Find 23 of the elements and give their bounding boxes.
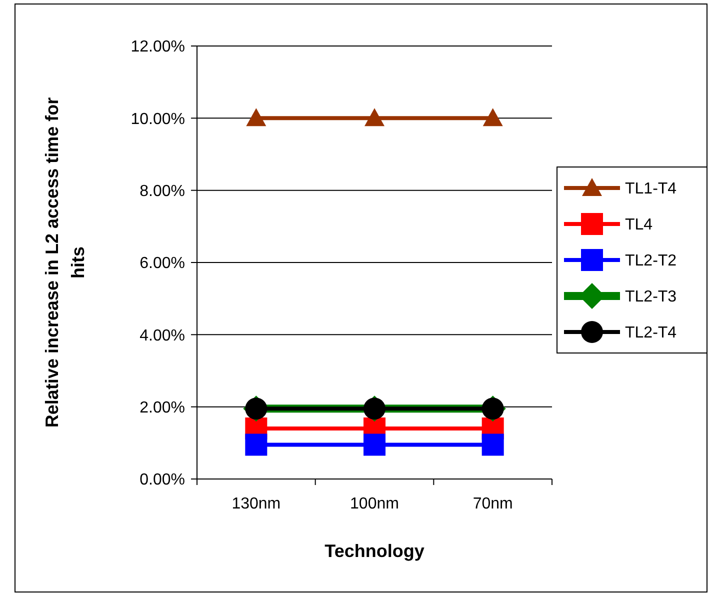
y-tick-label: 0.00% bbox=[140, 472, 185, 489]
point bbox=[364, 434, 386, 456]
x-tick-label: 130nm bbox=[232, 496, 281, 513]
y-tick-label: 6.00% bbox=[140, 255, 185, 272]
point bbox=[482, 108, 503, 126]
legend-label: TL4 bbox=[625, 216, 653, 234]
x-axis-title: Technology bbox=[324, 541, 424, 561]
y-axis-title: Relative increase in L2 access time for hits bbox=[42, 97, 88, 428]
point bbox=[245, 434, 268, 456]
point bbox=[246, 108, 266, 126]
x-tick-label: 100nm bbox=[350, 496, 399, 513]
legend-label: TL2-T4 bbox=[625, 324, 677, 342]
legend-label: TL1-T4 bbox=[625, 180, 677, 198]
x-tick-label: 70nm bbox=[472, 496, 513, 513]
y-tick-label: 10.00% bbox=[130, 110, 185, 128]
y-tick-label: 2.00% bbox=[140, 399, 185, 416]
legend-label: TL2-T3 bbox=[625, 288, 677, 306]
y-tick-label: 4.00% bbox=[140, 327, 185, 344]
y-tick-label: 12.00% bbox=[130, 38, 185, 56]
point bbox=[364, 108, 384, 126]
legend-label: TL2-T2 bbox=[625, 252, 677, 270]
point bbox=[482, 434, 504, 456]
y-tick-label: 8.00% bbox=[140, 182, 185, 200]
